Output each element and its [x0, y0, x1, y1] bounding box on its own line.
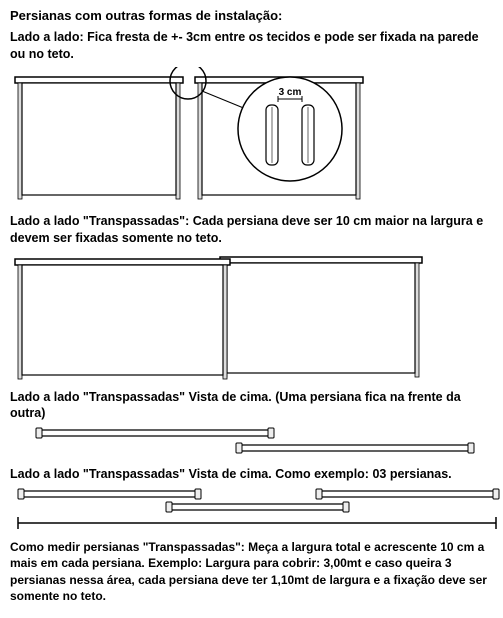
tube-1: [36, 428, 274, 438]
diagram-side-by-side: 3 cm: [10, 67, 493, 207]
section-side-by-side: Lado a lado: Fica fresta de +- 3cm entre…: [10, 29, 493, 207]
section4-text: Lado a lado "Transpassadas" Vista de cim…: [10, 466, 493, 483]
blind-left-front: [15, 259, 230, 379]
section-overlapped: Lado a lado "Transpassadas": Cada persia…: [10, 213, 493, 383]
diagram-overlapped: [10, 251, 493, 383]
tube-b: [166, 502, 349, 512]
blind-right-back: [220, 257, 422, 377]
section5-text: Como medir persianas "Transpassadas": Me…: [10, 539, 493, 604]
tube-2: [236, 443, 474, 453]
diagram-topview-3: [10, 487, 500, 533]
tube-c: [316, 489, 499, 499]
section-topview-3: Lado a lado "Transpassadas" Vista de cim…: [10, 466, 493, 533]
section-topview-2: Lado a lado "Transpassadas" Vista de cim…: [10, 389, 493, 461]
section-measure-text: Como medir persianas "Transpassadas": Me…: [10, 539, 493, 604]
detail-circle: 3 cm: [238, 77, 342, 181]
page-title: Persianas com outras formas de instalaçã…: [10, 8, 493, 23]
tube-a: [18, 489, 201, 499]
page: Persianas com outras formas de instalaçã…: [0, 0, 503, 618]
diagram-topview-2: [10, 426, 493, 460]
section3-text: Lado a lado "Transpassadas" Vista de cim…: [10, 389, 493, 423]
section1-text: Lado a lado: Fica fresta de +- 3cm entre…: [10, 29, 493, 63]
gap-label: 3 cm: [279, 87, 302, 98]
section2-text: Lado a lado "Transpassadas": Cada persia…: [10, 213, 493, 247]
blind-left: [15, 77, 183, 199]
measure-line: [18, 517, 496, 529]
